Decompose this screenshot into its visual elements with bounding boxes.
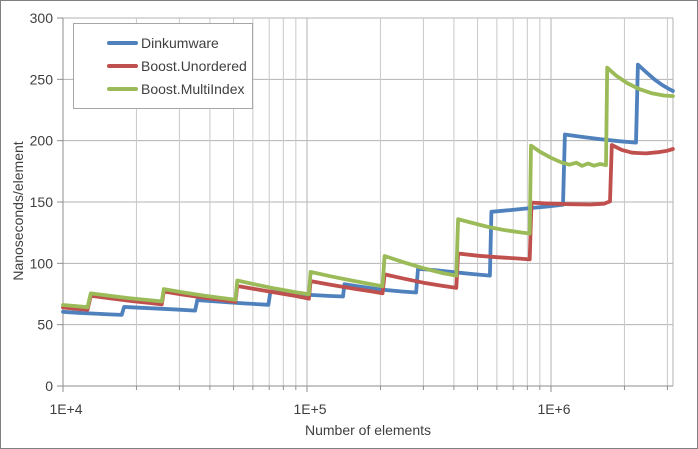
x-tick-label: 1E+4 <box>49 401 82 417</box>
y-axis-title: Nanoseconds/element <box>10 141 26 281</box>
x-tick-label: 1E+5 <box>293 401 326 417</box>
series-line-dinkumware <box>61 62 675 317</box>
legend-item-boost-multiindex: Boost.MultiIndex <box>88 81 252 97</box>
series-line-boost-multiindex <box>61 65 675 310</box>
legend-item-boost-unordered: Boost.Unordered <box>88 58 252 74</box>
legend: Dinkumware Boost.Unordered Boost.MultiInde… <box>73 23 253 109</box>
legend-label: Boost.MultiIndex <box>141 81 245 97</box>
legend-label: Boost.Unordered <box>141 58 247 74</box>
legend-label: Dinkumware <box>141 35 219 51</box>
legend-line-swatch <box>107 41 138 45</box>
y-tick-label: 150 <box>30 194 54 210</box>
y-tick-label: 100 <box>30 255 54 271</box>
y-tick-label: 250 <box>30 71 54 87</box>
legend-line-swatch <box>107 87 138 91</box>
y-tick-label: 0 <box>45 378 53 394</box>
y-tick-label: 50 <box>37 317 53 333</box>
y-tick-label: 300 <box>30 10 54 26</box>
x-tick-label: 1E+6 <box>537 401 570 417</box>
x-axis-title: Number of elements <box>304 422 432 438</box>
y-tick-label: 200 <box>30 133 54 149</box>
legend-line-swatch <box>107 64 138 68</box>
legend-item-dinkumware: Dinkumware <box>88 35 252 51</box>
